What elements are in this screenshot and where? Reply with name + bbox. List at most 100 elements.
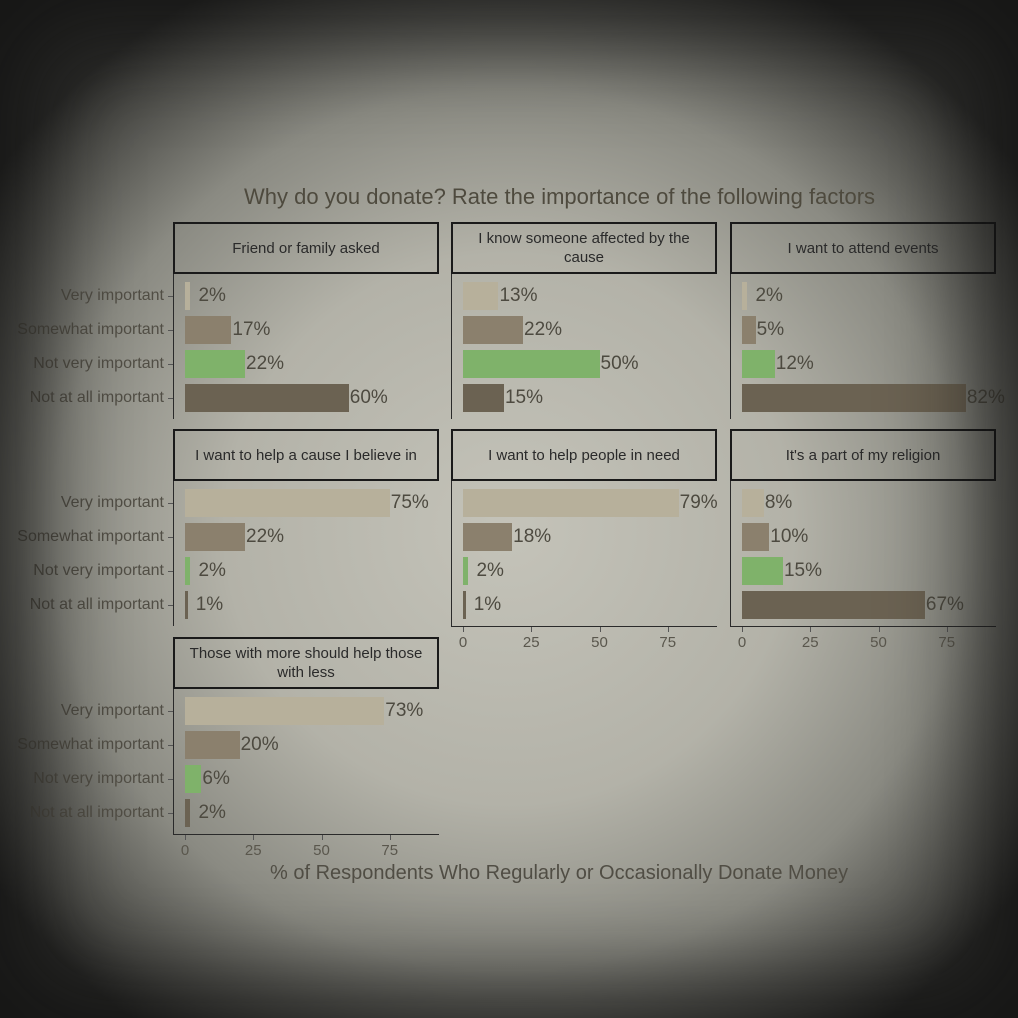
bar	[185, 384, 349, 412]
y-tick-mark	[168, 296, 173, 297]
x-tick-label: 75	[381, 842, 399, 859]
x-tick-label: 50	[591, 634, 608, 651]
x-tick-mark	[389, 835, 391, 840]
bar	[742, 557, 783, 585]
facet-plot-area: 2% 5% 12% 82%	[730, 274, 1005, 419]
x-tick-label: 75	[938, 634, 956, 651]
bar-value-label: 2%	[476, 560, 504, 581]
bar-value-label: 15%	[783, 560, 822, 581]
bar-value-label: 22%	[246, 353, 285, 374]
bar	[742, 282, 748, 310]
x-tick-label: 25	[522, 634, 540, 651]
facet-panel: I want to attend events 2% 5% 12% 82%	[730, 222, 1005, 459]
facet-strip-title: Those with more should help those with l…	[173, 637, 439, 689]
bar	[185, 489, 390, 517]
x-axis-line	[173, 834, 439, 835]
facet-plot-area: 13% 22% 50% 15%	[451, 274, 717, 419]
bar-value-label: 20%	[240, 734, 279, 755]
y-axis-line	[451, 481, 452, 626]
bar-value-label: 60%	[349, 387, 388, 408]
bar-value-label: 50%	[600, 353, 639, 374]
bar	[185, 765, 202, 793]
y-tick-mark	[168, 571, 173, 572]
bar-value-label: 10%	[770, 526, 809, 547]
y-tick-mark	[168, 503, 173, 504]
x-tick-mark	[878, 627, 880, 632]
y-tick-mark	[168, 537, 173, 538]
y-tick-label: Somewhat important	[17, 528, 164, 545]
bar-value-label: 67%	[925, 594, 964, 615]
bar	[742, 591, 925, 619]
facet-panel: I want to help people in need 79% 18% 2% 1% 0…	[451, 429, 718, 666]
y-axis-line	[730, 274, 731, 419]
x-tick-mark	[185, 835, 186, 840]
bar	[463, 350, 600, 378]
bar	[742, 523, 770, 551]
x-axis-line	[451, 626, 717, 627]
x-tick-mark	[742, 627, 743, 632]
x-tick-mark	[253, 835, 255, 840]
bar-value-label: 12%	[775, 353, 814, 374]
y-tick-label: Somewhat important	[17, 736, 164, 753]
bar-value-label: 75%	[390, 492, 429, 513]
bar	[463, 489, 679, 517]
bar-value-label: 82%	[966, 387, 1005, 408]
bar-value-label: 22%	[246, 526, 285, 547]
y-tick-label: Not at all important	[29, 596, 164, 613]
y-tick-mark	[168, 813, 173, 814]
bar	[463, 591, 466, 619]
bar	[185, 282, 191, 310]
y-axis-line	[173, 481, 174, 626]
y-tick-label: Not very important	[33, 355, 164, 372]
x-tick-label: 0	[458, 634, 468, 651]
facet-strip-title: I want to attend events	[730, 222, 996, 274]
y-tick-mark	[168, 711, 173, 712]
facet-plot-area: 79% 18% 2% 1% 0 25 50 75	[451, 481, 718, 651]
bar	[463, 316, 524, 344]
y-tick-label: Somewhat important	[17, 321, 164, 338]
bar	[185, 799, 191, 827]
facet-strip-title: It's a part of my religion	[730, 429, 996, 481]
y-axis-line	[173, 689, 174, 834]
x-tick-label: 0	[737, 634, 747, 651]
facet-plot-area: 73% 20% 6% 2% Very important Somewhat importa…	[17, 689, 439, 859]
y-tick-mark	[168, 398, 173, 399]
bar-value-label: 8%	[764, 492, 793, 513]
x-tick-label: 0	[180, 842, 190, 859]
x-axis-line	[730, 626, 996, 627]
bar	[742, 350, 775, 378]
y-tick-label: Very important	[60, 494, 164, 511]
bar	[742, 316, 756, 344]
bar-value-label: 22%	[524, 319, 563, 340]
bar-value-label: 1%	[195, 594, 224, 615]
bar-value-label: 73%	[385, 700, 424, 721]
bar	[463, 282, 499, 310]
bar	[463, 523, 513, 551]
facet-strip-title: I want to help people in need	[451, 429, 717, 481]
x-tick-label: 50	[313, 842, 330, 859]
bar	[185, 316, 232, 344]
bar	[185, 557, 191, 585]
y-tick-mark	[168, 745, 173, 746]
facet-plot-area: 2% 17% 22% 60% Very important Somewhat import…	[17, 274, 439, 419]
y-tick-mark	[168, 605, 173, 606]
y-tick-label: Not very important	[33, 770, 164, 787]
bar	[463, 557, 469, 585]
x-tick-label: 25	[244, 842, 262, 859]
x-tick-label: 75	[659, 634, 677, 651]
y-tick-label: Very important	[60, 702, 164, 719]
y-axis-line	[730, 481, 731, 626]
y-tick-mark	[168, 364, 173, 365]
bar	[742, 489, 764, 517]
bar-value-label: 18%	[513, 526, 552, 547]
y-tick-label: Very important	[60, 287, 164, 304]
bar-value-label: 1%	[473, 594, 502, 615]
bar	[185, 697, 385, 725]
bar-value-label: 2%	[198, 560, 226, 581]
x-tick-mark	[321, 835, 323, 840]
facet-panel: Those with more should help those with l…	[17, 637, 439, 874]
bar	[463, 384, 504, 412]
bar-value-label: 6%	[202, 768, 230, 789]
x-tick-mark	[531, 627, 533, 632]
x-tick-mark	[599, 627, 601, 632]
